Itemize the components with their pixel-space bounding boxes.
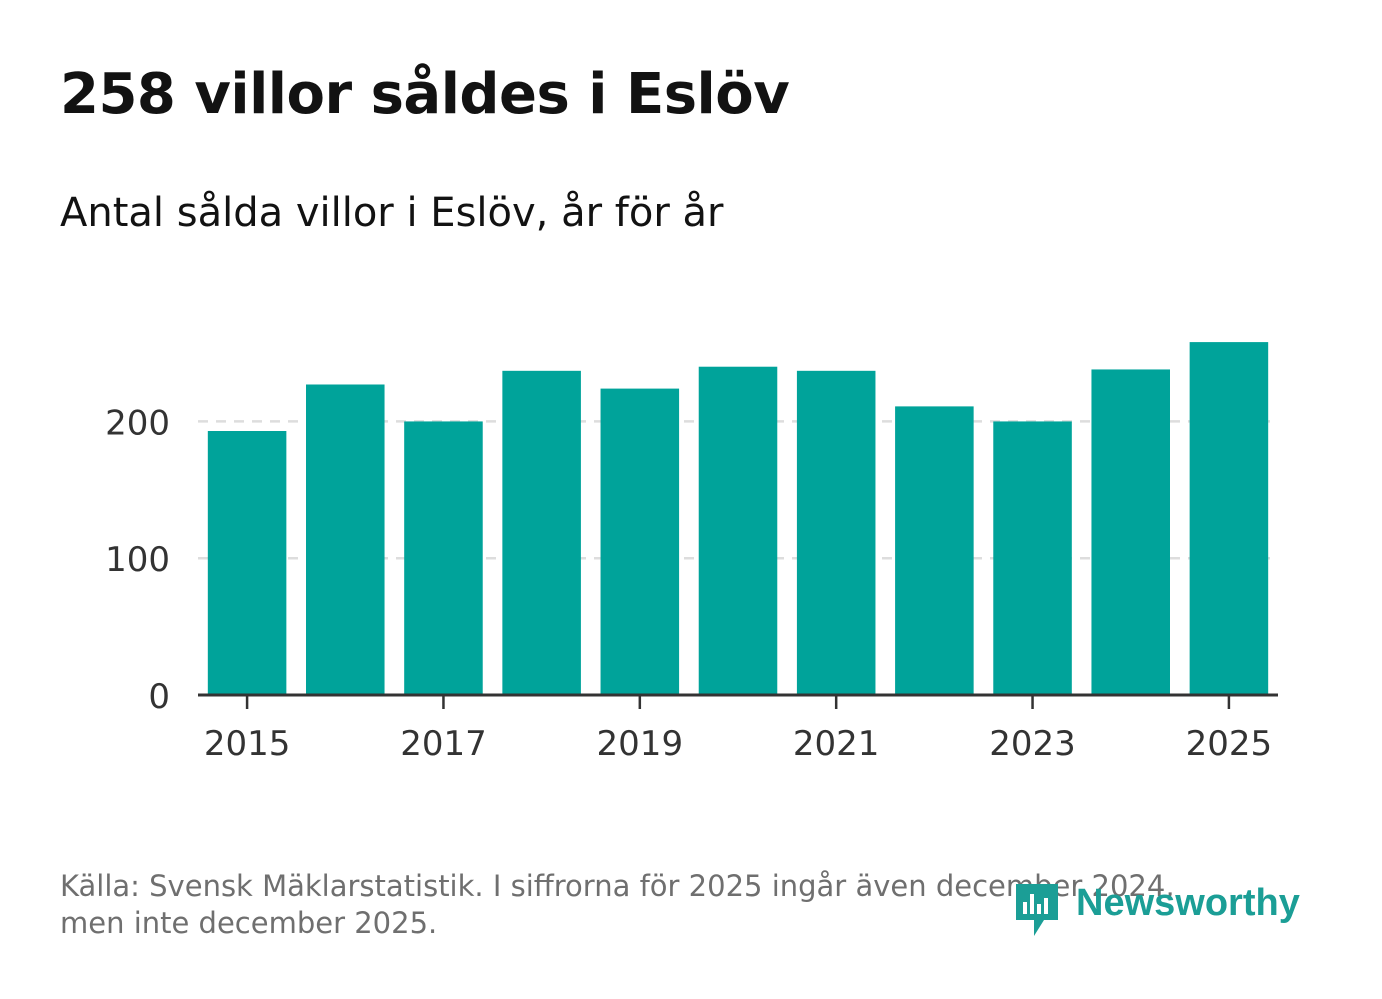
x-tick-label-2017: 2017 xyxy=(400,724,487,764)
x-tick-label-2021: 2021 xyxy=(793,724,880,764)
chart-title: 258 villor såldes i Eslöv xyxy=(60,62,790,127)
newsworthy-logo: Newsworthy xyxy=(1012,880,1300,940)
bar-2024 xyxy=(1091,369,1170,695)
y-tick-label-100: 100 xyxy=(105,540,170,580)
source-note-line-2: men inte december 2025. xyxy=(60,906,438,940)
bar-2018 xyxy=(502,370,581,695)
source-note-line-1: Källa: Svensk Mäklarstatistik. I siffror… xyxy=(60,869,1175,903)
x-tick-label-2025: 2025 xyxy=(1186,724,1273,764)
bar-2015 xyxy=(207,431,287,695)
bar-2022 xyxy=(895,406,974,695)
bar-2025 xyxy=(1189,342,1269,695)
y-tick-label-200: 200 xyxy=(105,403,170,443)
x-tick-label-2023: 2023 xyxy=(989,724,1076,764)
chart-subtitle: Antal sålda villor i Eslöv, år för år xyxy=(60,190,724,236)
bar-2019 xyxy=(600,388,680,695)
x-tick-label-2015: 2015 xyxy=(204,724,291,764)
bar-2020 xyxy=(698,366,778,695)
source-note: Källa: Svensk Mäklarstatistik. I siffror… xyxy=(60,868,1260,942)
bar-2023 xyxy=(993,421,1072,695)
x-tick-label-2019: 2019 xyxy=(597,724,684,764)
bar-2017 xyxy=(404,421,483,695)
y-tick-label-0: 0 xyxy=(148,677,170,717)
bar-2021 xyxy=(796,370,876,695)
newsworthy-logo-text: Newsworthy xyxy=(1076,882,1300,924)
bar-2016 xyxy=(306,384,385,695)
newsworthy-logo-icon xyxy=(1016,884,1058,936)
